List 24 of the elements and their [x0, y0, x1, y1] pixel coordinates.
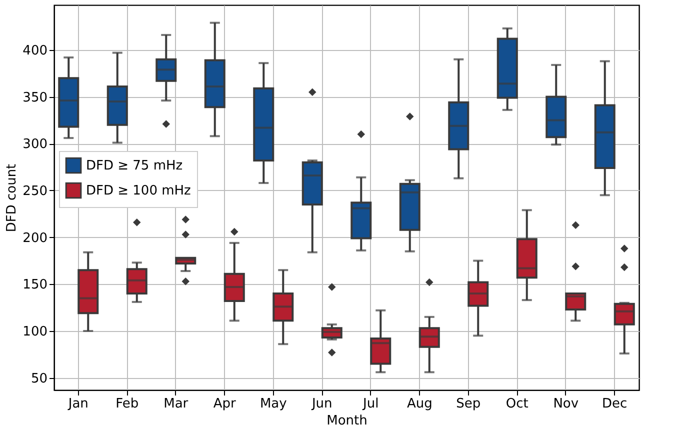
x-tick-label: Oct	[506, 396, 528, 412]
x-tick-label: Jun	[310, 396, 332, 412]
y-tick-label: 100	[22, 324, 48, 340]
y-tick-label: 350	[22, 90, 48, 106]
x-tick-label: Jan	[67, 396, 88, 412]
y-tick-label: 300	[22, 137, 48, 152]
x-tick-label: Mar	[164, 396, 189, 412]
x-tick-label: Aug	[406, 396, 432, 412]
x-tick-label: Feb	[116, 396, 139, 412]
x-tick-label: May	[260, 396, 288, 412]
y-axis-title: DFD count	[4, 164, 20, 232]
y-tick-label: 150	[22, 278, 48, 293]
x-tick-label: Nov	[553, 396, 579, 412]
y-tick-label: 250	[22, 184, 48, 199]
x-tick-label: Sep	[456, 396, 481, 412]
legend-label: DFD ≥ 75 mHz	[86, 158, 183, 174]
x-tick-label: Dec	[602, 396, 628, 412]
y-tick-label: 200	[22, 230, 48, 246]
legend-label: DFD ≥ 100 mHz	[86, 184, 192, 198]
y-tick-label: 50	[30, 371, 48, 386]
x-tick-label: Apr	[213, 396, 237, 412]
y-tick-label: 400	[22, 43, 48, 58]
x-axis-title: Month	[326, 414, 368, 428]
x-tick-label: Jul	[362, 396, 379, 412]
